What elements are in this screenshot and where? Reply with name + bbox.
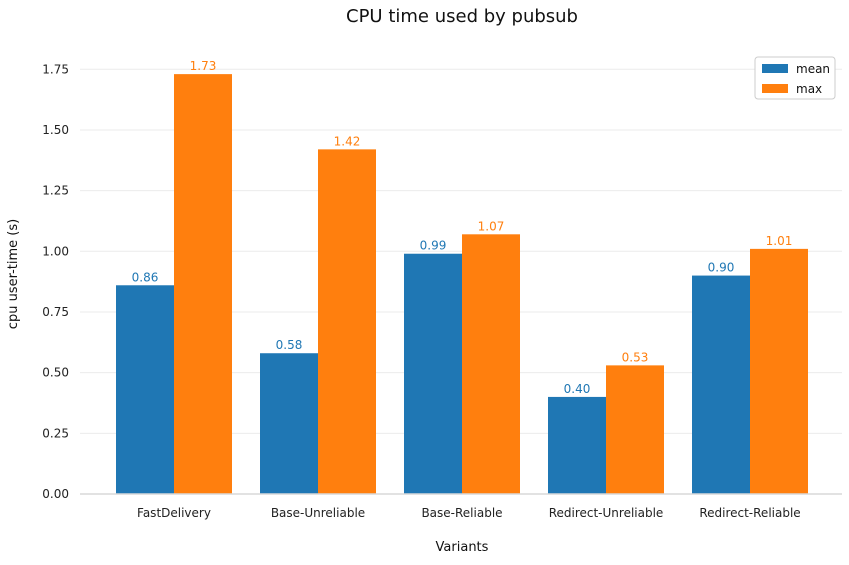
y-tick-label: 0.00 xyxy=(42,487,69,501)
data-labels: 0.86 1.73 0.58 1.42 0.99 1.07 0.40 0.53 0.90 1.01 xyxy=(132,59,793,396)
data-label-mean: 0.58 xyxy=(276,338,303,352)
x-tick-label: Redirect-Reliable xyxy=(699,506,800,520)
y-tick-label: 1.50 xyxy=(42,123,69,137)
bar-max xyxy=(750,248,808,494)
data-label-max: 1.42 xyxy=(334,134,361,148)
x-tick-label: Base-Unreliable xyxy=(271,506,365,520)
y-tick-label: 1.00 xyxy=(42,244,69,258)
y-tick-label: 1.25 xyxy=(42,184,69,198)
y-tick-label: 1.75 xyxy=(42,62,69,76)
data-label-mean: 0.40 xyxy=(564,382,591,396)
data-label-max: 0.53 xyxy=(622,350,649,364)
legend-swatch-max xyxy=(762,84,788,93)
chart-title: CPU time used by pubsub xyxy=(346,6,578,27)
legend-label-mean: mean xyxy=(796,62,830,76)
y-axis-ticks: 0.00 0.25 0.50 0.75 1.00 1.25 1.50 1.75 xyxy=(42,62,69,501)
data-label-mean: 0.86 xyxy=(132,270,159,284)
data-label-max: 1.01 xyxy=(766,234,793,248)
data-label-mean: 0.99 xyxy=(420,239,447,253)
x-tick-label: Base-Reliable xyxy=(421,506,502,520)
bar-mean xyxy=(404,253,462,494)
bar-max xyxy=(606,365,664,494)
legend: mean max xyxy=(754,56,836,100)
y-tick-label: 0.75 xyxy=(42,305,69,319)
bar-max xyxy=(318,149,376,494)
y-tick-label: 0.50 xyxy=(42,366,69,380)
y-tick-label: 0.25 xyxy=(42,426,69,440)
bars xyxy=(116,74,808,494)
x-axis-label: Variants xyxy=(436,540,489,555)
data-label-mean: 0.90 xyxy=(708,261,735,275)
bar-mean xyxy=(692,275,750,494)
data-label-max: 1.73 xyxy=(190,59,217,73)
y-axis-label: cpu user-time (s) xyxy=(6,219,21,329)
data-label-max: 1.07 xyxy=(478,219,505,233)
x-tick-label: Redirect-Unreliable xyxy=(549,506,664,520)
legend-swatch-mean xyxy=(762,64,788,73)
x-tick-label: FastDelivery xyxy=(137,506,211,520)
bar-max xyxy=(462,234,520,494)
legend-label-max: max xyxy=(796,82,822,96)
bar-max xyxy=(174,74,232,494)
bar-mean xyxy=(548,396,606,494)
bar-mean xyxy=(116,285,174,494)
x-axis-ticks: FastDelivery Base-Unreliable Base-Reliable… xyxy=(137,506,801,520)
bar-mean xyxy=(260,353,318,494)
